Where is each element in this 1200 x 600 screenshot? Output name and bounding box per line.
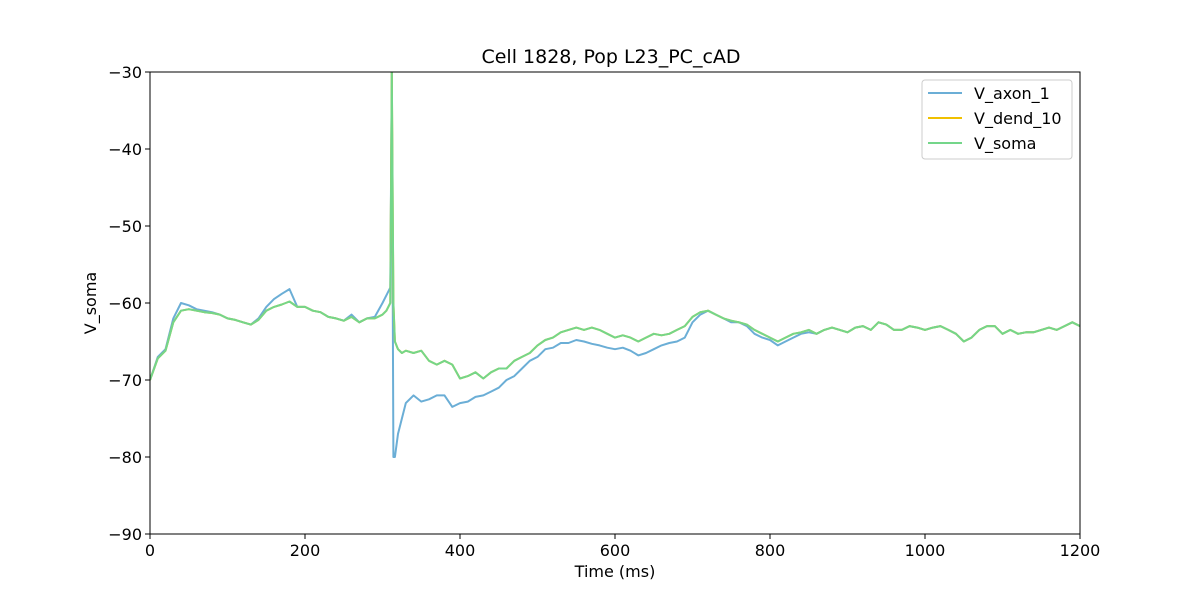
y-tick-label: −60 bbox=[108, 294, 142, 313]
x-axis-label: Time (ms) bbox=[574, 562, 656, 581]
legend-box bbox=[921, 79, 1073, 160]
y-tick-label: −90 bbox=[108, 525, 142, 544]
x-tick-label: 1000 bbox=[905, 541, 946, 560]
legend-entry-label: V_dend_10 bbox=[974, 109, 1062, 129]
x-tick-label: 0 bbox=[145, 541, 155, 560]
legend-entry-label: V_axon_1 bbox=[974, 84, 1050, 104]
x-tick-label: 800 bbox=[755, 541, 786, 560]
x-tick-label: 400 bbox=[445, 541, 476, 560]
y-tick-label: −40 bbox=[108, 140, 142, 159]
y-tick-label: −50 bbox=[108, 217, 142, 236]
y-axis-label: V_soma bbox=[81, 272, 101, 334]
y-tick-label: −70 bbox=[108, 371, 142, 390]
legend-entry-label: V_soma bbox=[974, 134, 1036, 154]
x-tick-label: 200 bbox=[290, 541, 321, 560]
chart-title: Cell 1828, Pop L23_PC_cAD bbox=[481, 46, 740, 68]
x-tick-label: 1200 bbox=[1060, 541, 1101, 560]
y-tick-label: −80 bbox=[108, 448, 142, 467]
series-line-v-soma bbox=[150, 72, 1080, 381]
x-tick-label: 600 bbox=[600, 541, 631, 560]
y-tick-label: −30 bbox=[108, 63, 142, 82]
legend: V_axon_1 V_dend_10 V_soma bbox=[921, 79, 1073, 160]
